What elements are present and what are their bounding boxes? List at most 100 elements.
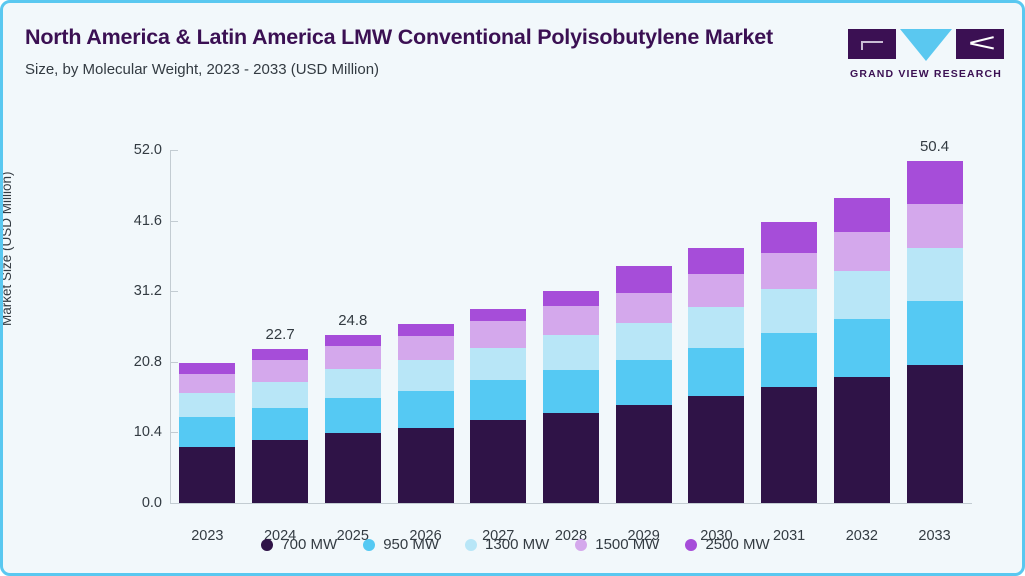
y-axis-tick-mark [171, 291, 178, 293]
legend-color-dot [465, 538, 478, 551]
logo-text: GRAND VIEW RESEARCH [850, 68, 1002, 80]
plot-area: 22.7 24.8 50.4 0.0 10.4 20.8 31.2 41.6 52.0 2023… [134, 138, 971, 544]
legend-color-dot [575, 538, 588, 551]
y-axis-tick-mark [171, 503, 178, 504]
bar-column[interactable]: 22.7 [252, 150, 309, 503]
bar-segment[interactable] [324, 334, 381, 347]
y-axis-tick-label: 31.2 [134, 283, 178, 299]
bar-segment[interactable] [470, 308, 527, 322]
bar-column[interactable] [179, 150, 236, 503]
bar-segment[interactable] [542, 334, 599, 370]
x-axis-tick-label: 2025 [336, 528, 369, 544]
bar-segment[interactable] [252, 407, 309, 440]
legend-label: 1500 MW [595, 536, 660, 553]
legend-color-dot [685, 538, 698, 551]
x-axis-tick-label: 2033 [918, 528, 951, 544]
y-axis-tick-mark [171, 220, 178, 222]
y-axis-tick-label: 20.8 [134, 354, 178, 370]
bar-segment[interactable] [397, 360, 454, 391]
bar-segment[interactable] [542, 306, 599, 335]
bar-segment[interactable] [833, 197, 890, 232]
legend-item[interactable]: 700 MW [261, 536, 337, 553]
bar-segment[interactable] [615, 292, 672, 324]
bar-segment[interactable] [252, 348, 309, 361]
legend-item[interactable]: 2500 MW [685, 536, 770, 553]
bar-segment[interactable] [761, 253, 818, 290]
bar-segment[interactable] [542, 369, 599, 413]
legend-label: 950 MW [383, 536, 440, 553]
bar-segment[interactable] [324, 369, 381, 398]
bar-segment[interactable] [906, 160, 963, 205]
legend-item[interactable]: 1300 MW [465, 536, 549, 553]
bar-total-label: 22.7 [265, 325, 295, 343]
bar-column[interactable] [397, 150, 454, 503]
bar-column[interactable] [688, 150, 745, 503]
y-axis-tick-label: 0.0 [142, 495, 178, 511]
bar-column[interactable] [761, 150, 818, 503]
bar-segment[interactable] [179, 417, 236, 448]
bar-segment[interactable] [688, 396, 745, 503]
bar-segment[interactable] [179, 374, 236, 394]
bar-segment[interactable] [324, 397, 381, 434]
bar-segment[interactable] [833, 270, 890, 320]
bar-segment[interactable] [324, 433, 381, 503]
bar-segment[interactable] [470, 347, 527, 381]
bar-segment[interactable] [761, 221, 818, 254]
bar-segment[interactable] [688, 273, 745, 307]
bar-total-label: 24.8 [338, 311, 368, 329]
bar-segment[interactable] [906, 300, 963, 365]
bar-column[interactable]: 50.4 [906, 138, 963, 503]
bar-column[interactable] [615, 150, 672, 503]
bar-segment[interactable] [542, 290, 599, 307]
bar-segment[interactable] [252, 360, 309, 382]
bar-segment[interactable] [833, 231, 890, 271]
bar-segment[interactable] [615, 266, 672, 293]
bar-segment[interactable] [688, 306, 745, 348]
bar-segment[interactable] [397, 428, 454, 503]
bar-segment[interactable] [833, 319, 890, 377]
bar-segment[interactable] [252, 381, 309, 408]
bar-segment[interactable] [906, 364, 963, 503]
y-axis-line [170, 150, 171, 503]
y-axis-tick-mark [171, 361, 178, 363]
bar-segment[interactable] [397, 324, 454, 337]
bar-segment[interactable] [252, 439, 309, 503]
x-axis-tick-label: 2026 [409, 528, 442, 544]
bar-segment[interactable] [615, 323, 672, 361]
bar-segment[interactable] [615, 405, 672, 503]
bar-segment[interactable] [179, 393, 236, 418]
bar-segment[interactable] [761, 289, 818, 334]
bar-segment[interactable] [761, 386, 818, 503]
bar-segment[interactable] [470, 380, 527, 421]
bar-segment[interactable] [470, 420, 527, 503]
chart-header: North America & Latin America LMW Conven… [25, 23, 785, 78]
bar-segment[interactable] [688, 247, 745, 274]
bar-column[interactable] [542, 150, 599, 503]
bar-segment[interactable] [615, 360, 672, 406]
bar-segment[interactable] [470, 321, 527, 348]
legend-item[interactable]: 950 MW [363, 536, 439, 553]
bar-segment[interactable] [761, 333, 818, 387]
y-axis-tick-mark [171, 150, 178, 151]
bar-segment[interactable] [906, 247, 963, 301]
x-axis-line [170, 503, 972, 504]
bar-segment[interactable] [542, 412, 599, 503]
bar-column[interactable] [470, 150, 527, 503]
bar-segment[interactable] [906, 204, 963, 248]
bar-column[interactable] [833, 150, 890, 503]
bar-segment[interactable] [397, 336, 454, 361]
legend-color-dot [261, 538, 274, 551]
x-axis-tick-label: 2031 [772, 528, 806, 544]
bar-segment[interactable] [179, 447, 236, 503]
legend-item[interactable]: 1500 MW [575, 536, 659, 553]
y-axis-title: Market Size (USD Million) [0, 171, 14, 326]
bar-segment[interactable] [179, 362, 236, 375]
bar-total-label: 50.4 [919, 137, 950, 155]
bar-group: 22.7 24.8 50.4 [171, 138, 971, 503]
bar-column[interactable]: 24.8 [324, 150, 381, 503]
y-axis-tick-label: 41.6 [134, 213, 178, 229]
bar-segment[interactable] [833, 376, 890, 503]
bar-segment[interactable] [688, 347, 745, 397]
bar-segment[interactable] [397, 391, 454, 429]
bar-segment[interactable] [324, 346, 381, 370]
